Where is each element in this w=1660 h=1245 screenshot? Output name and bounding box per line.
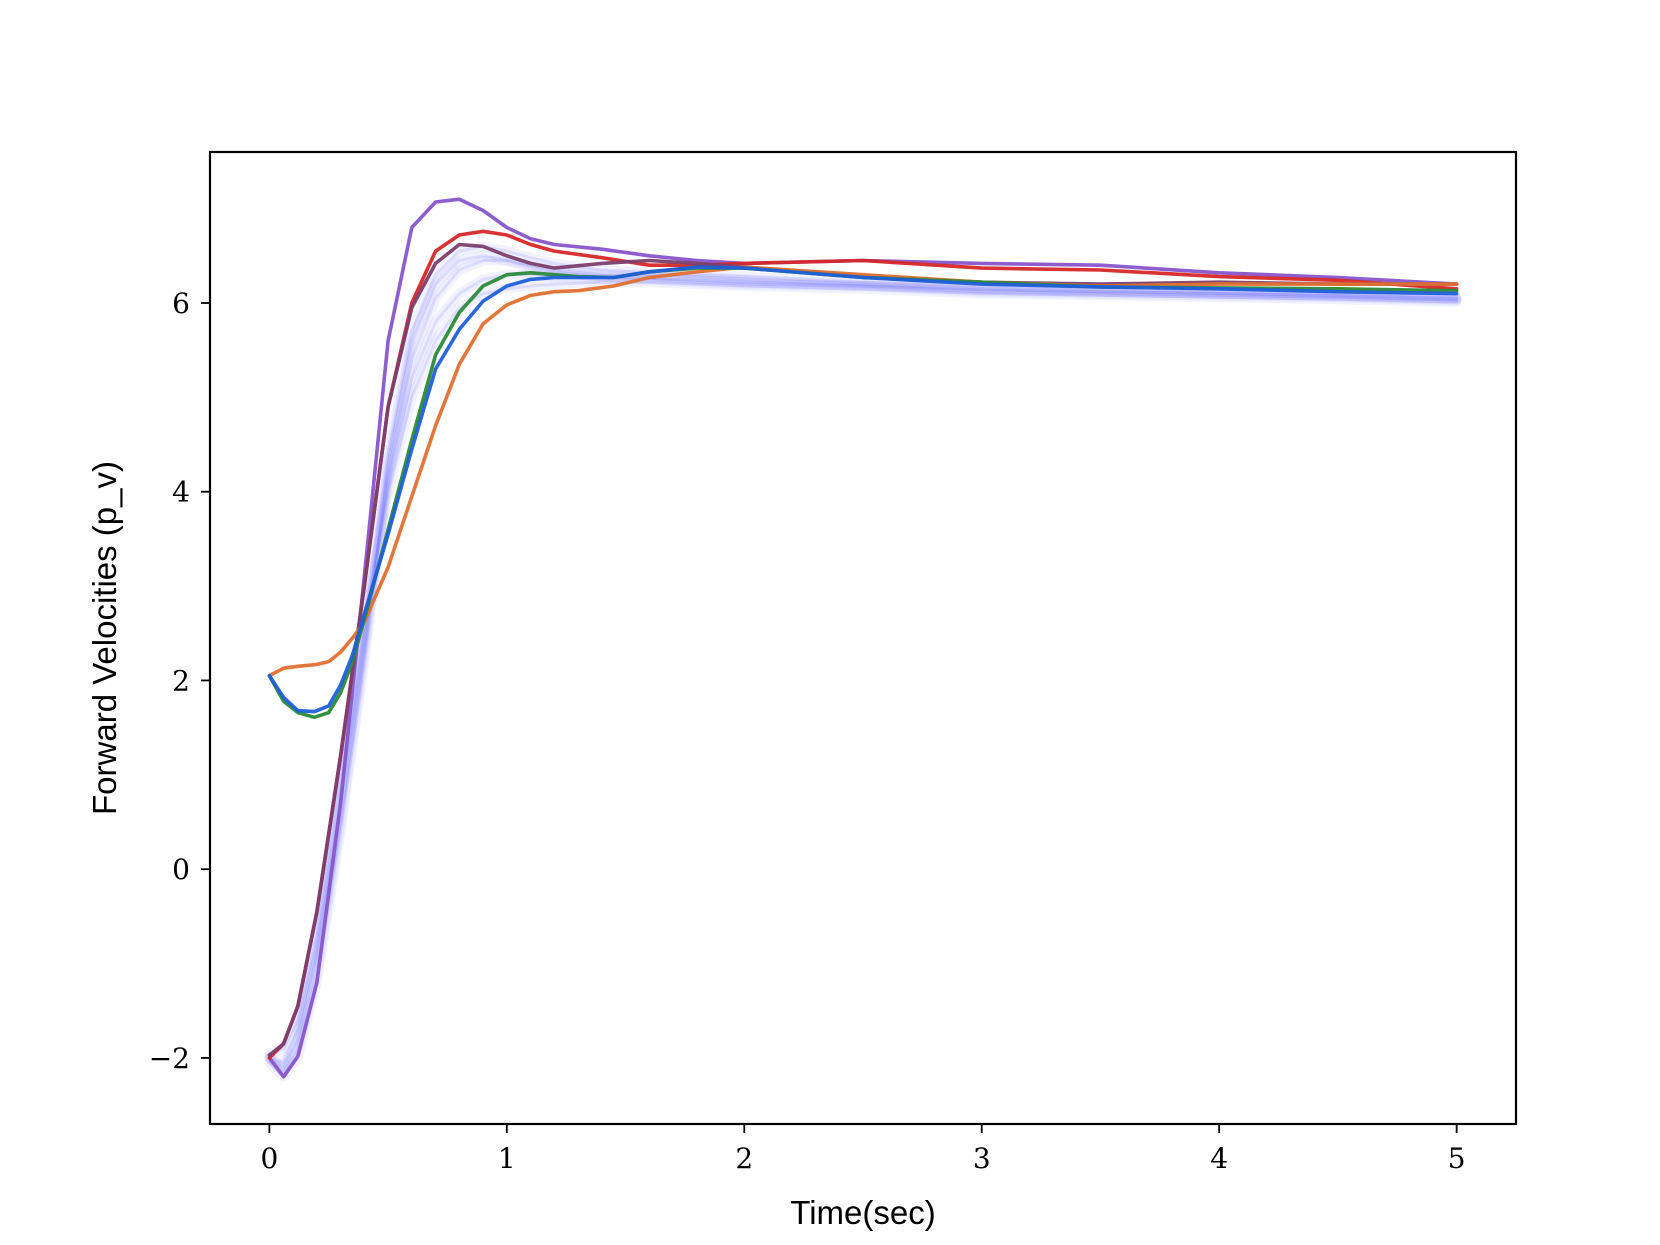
x-axis-label: Time(sec)	[790, 1194, 935, 1231]
y-tick-label: 6	[172, 287, 190, 320]
plot-area-frame	[208, 150, 1518, 1126]
y-tick-label: 4	[172, 476, 190, 509]
background-trajectory-3	[264, 277, 1462, 1059]
background-trajectory-1	[264, 255, 1462, 1078]
background-trajectory-core-3	[267, 280, 1459, 1055]
background-trajectory-5	[264, 250, 1462, 1082]
x-tick-label: 5	[1448, 1142, 1466, 1175]
x-tick-label: 3	[973, 1142, 991, 1175]
series-line-6	[267, 265, 1459, 714]
highlighted-series	[267, 197, 1459, 1079]
x-axis-ticks: 0 1 2 3 4 5	[260, 1124, 1466, 1175]
x-tick-label: 4	[1210, 1142, 1228, 1175]
y-tick-label: −2	[149, 1042, 190, 1075]
y-axis-ticks: −2 0 2 4 6	[149, 287, 210, 1075]
x-tick-label: 0	[260, 1142, 278, 1175]
x-tick-label: 1	[498, 1142, 516, 1175]
x-tick-label: 2	[735, 1142, 753, 1175]
y-axis-label: Forward Velocities (p_v)	[86, 461, 123, 815]
series-line-1	[267, 197, 1459, 1079]
background-trajectory-core-1	[267, 259, 1459, 1074]
y-tick-label: 2	[172, 664, 190, 697]
y-tick-label: 0	[172, 853, 190, 886]
background-trajectory-core-5	[267, 254, 1459, 1079]
